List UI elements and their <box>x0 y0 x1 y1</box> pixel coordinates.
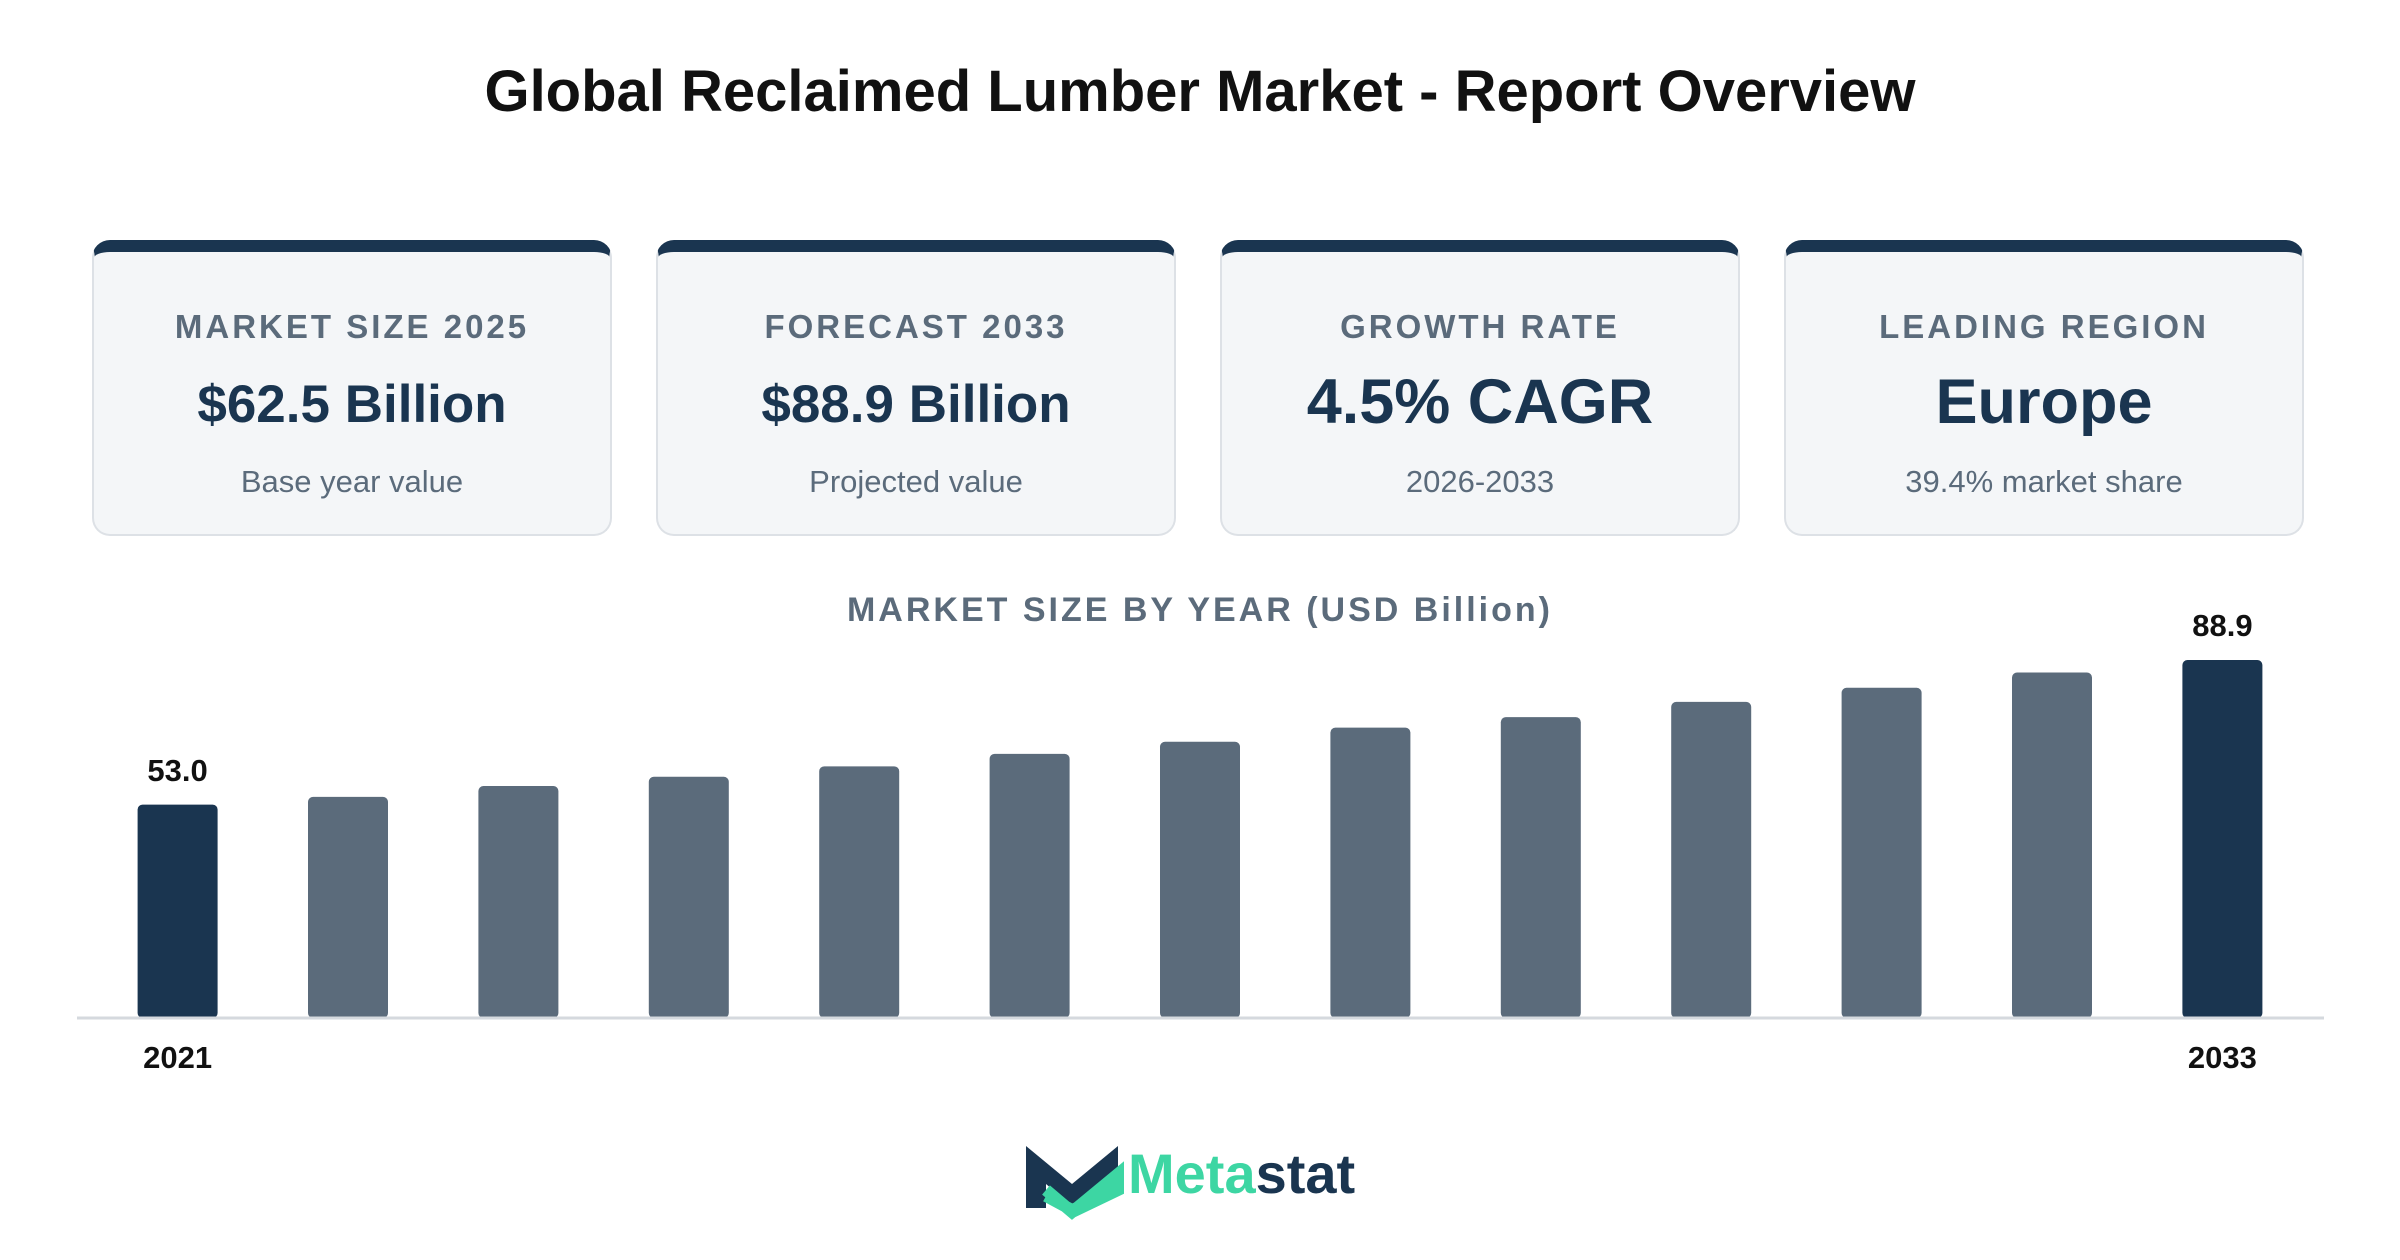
logo: Metastat <box>1026 1142 1355 1220</box>
logo-icon <box>1026 1146 1118 1208</box>
page-title: Global Reclaimed Lumber Market - Report … <box>484 59 1916 124</box>
value-label: 53.0 <box>147 753 207 788</box>
card-value: Europe <box>1935 367 2153 437</box>
bar <box>478 786 559 1018</box>
value-label: 88.9 <box>2192 608 2252 643</box>
bar <box>2182 660 2263 1018</box>
card-note: 2026-2033 <box>1405 464 1555 499</box>
stat-card: MARKET SIZE 2025 $62.5 Billion Base year… <box>92 240 612 536</box>
bar <box>1841 687 1922 1018</box>
bar <box>1160 741 1240 1018</box>
bar <box>819 766 900 1018</box>
bar <box>137 804 218 1018</box>
x-tick-label: 2021 <box>143 1040 212 1075</box>
stat-card: LEADING REGION Europe 39.4% market share <box>1784 240 2304 536</box>
stat-card: GROWTH RATE 4.5% CAGR 2026-2033 <box>1220 240 1740 536</box>
logo-part: Meta <box>1128 1142 1256 1205</box>
card-note: 39.4% market share <box>1905 464 2183 499</box>
card-label: FORECAST 2033 <box>764 308 1068 345</box>
card-value: $88.9 Billion <box>761 375 1071 434</box>
bar <box>1500 717 1581 1018</box>
card-value: 4.5% CAGR <box>1306 367 1654 437</box>
card-note: Base year value <box>240 464 464 499</box>
card-value: $62.5 Billion <box>197 375 507 434</box>
stat-card: FORECAST 2033 $88.9 Billion Projected va… <box>656 240 1176 536</box>
card-label: GROWTH RATE <box>1340 308 1620 345</box>
bar <box>1330 727 1411 1018</box>
card-label: MARKET SIZE 2025 <box>174 308 530 345</box>
bar <box>2012 672 2092 1018</box>
bar <box>648 776 729 1018</box>
x-tick-label: 2033 <box>2188 1040 2257 1075</box>
logo-part: stat <box>1256 1142 1356 1205</box>
logo-icon <box>1042 1161 1124 1220</box>
chart-title: MARKET SIZE BY YEAR (USD Billion) <box>847 591 1553 629</box>
card-note: Projected value <box>809 464 1023 499</box>
card-label: LEADING REGION <box>1879 308 2209 345</box>
logo-text: Metastat <box>1128 1142 1355 1205</box>
bar <box>308 796 388 1018</box>
bar <box>1671 701 1752 1018</box>
bar <box>989 753 1070 1018</box>
